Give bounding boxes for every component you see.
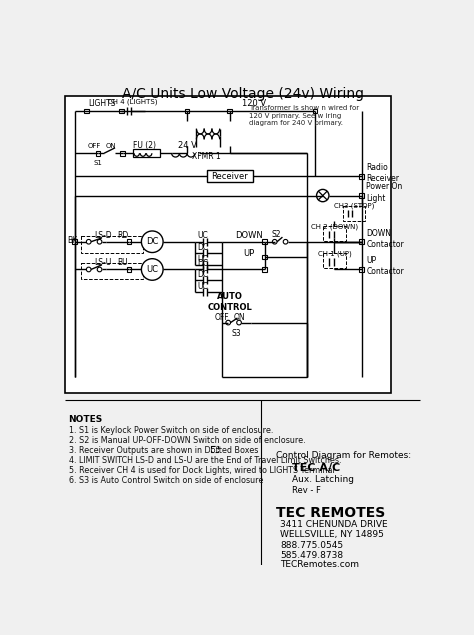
Text: LS-D: LS-D bbox=[94, 231, 112, 240]
Circle shape bbox=[273, 239, 277, 244]
Bar bbox=[73, 239, 77, 244]
Text: Control Diagram for Remotes:: Control Diagram for Remotes: bbox=[276, 451, 411, 460]
Text: BU: BU bbox=[118, 258, 128, 267]
Circle shape bbox=[97, 267, 102, 272]
Bar bbox=[211, 446, 218, 452]
Text: 4. LIMIT SWITCH LS-D and LS-U are the End of Travel Limit Switches.: 4. LIMIT SWITCH LS-D and LS-U are the En… bbox=[69, 456, 341, 465]
Text: OFF: OFF bbox=[214, 312, 229, 322]
Text: NOTES: NOTES bbox=[69, 415, 103, 424]
Bar bbox=[81, 262, 143, 279]
Circle shape bbox=[237, 320, 241, 325]
Bar bbox=[343, 206, 365, 221]
Text: Receiver: Receiver bbox=[211, 172, 248, 181]
Text: 585.479.8738: 585.479.8738 bbox=[280, 551, 343, 559]
Text: DC: DC bbox=[197, 259, 209, 268]
Circle shape bbox=[97, 239, 102, 244]
Text: LS-U: LS-U bbox=[94, 258, 111, 267]
Text: CH 1 (UP): CH 1 (UP) bbox=[318, 250, 351, 257]
Circle shape bbox=[141, 231, 163, 253]
Text: UC: UC bbox=[197, 282, 208, 291]
Text: 3. Receiver Outputs are shown in Dotted Boxes: 3. Receiver Outputs are shown in Dotted … bbox=[69, 446, 258, 455]
Bar bbox=[323, 253, 346, 268]
Text: ON: ON bbox=[106, 144, 117, 149]
Text: LIGHTS: LIGHTS bbox=[89, 100, 116, 109]
Text: 888.775.0545: 888.775.0545 bbox=[280, 541, 343, 551]
Text: TECRemotes.com: TECRemotes.com bbox=[280, 560, 359, 569]
Text: AUTO
CONTROL: AUTO CONTROL bbox=[207, 291, 252, 312]
Text: A/C Units Low Voltage (24v) Wiring: A/C Units Low Voltage (24v) Wiring bbox=[122, 87, 364, 101]
Text: BK: BK bbox=[67, 236, 77, 244]
Bar bbox=[119, 109, 124, 113]
Bar bbox=[84, 109, 89, 113]
Bar bbox=[323, 225, 346, 241]
Text: 2. S2 is Manual UP-OFF-DOWN Switch on side of enclosure.: 2. S2 is Manual UP-OFF-DOWN Switch on si… bbox=[69, 436, 305, 444]
Bar bbox=[81, 236, 143, 253]
Text: 6. S3 is Auto Control Switch on side of enclosure: 6. S3 is Auto Control Switch on side of … bbox=[69, 476, 263, 485]
Bar bbox=[262, 255, 267, 260]
Bar bbox=[262, 239, 267, 244]
Bar bbox=[313, 109, 317, 113]
Text: UP: UP bbox=[244, 249, 255, 258]
Text: RD: RD bbox=[118, 231, 128, 240]
Text: 24 V: 24 V bbox=[178, 141, 197, 150]
Text: DOWN: DOWN bbox=[235, 231, 263, 240]
Text: FU (2): FU (2) bbox=[133, 141, 156, 150]
Bar bbox=[120, 151, 125, 156]
Text: OFF: OFF bbox=[87, 144, 101, 149]
Text: Transformer is show n wired for
120 V primary. See w iring
diagram for 240 V pri: Transformer is show n wired for 120 V pr… bbox=[249, 105, 359, 126]
Text: UC: UC bbox=[146, 265, 158, 274]
Bar bbox=[228, 109, 232, 113]
Text: 3411 CHENUNDA DRIVE: 3411 CHENUNDA DRIVE bbox=[280, 519, 388, 529]
Bar bbox=[359, 267, 364, 272]
Text: WELLSVILLE, NY 14895: WELLSVILLE, NY 14895 bbox=[280, 530, 384, 540]
Bar bbox=[133, 149, 160, 157]
Text: ON: ON bbox=[234, 312, 245, 322]
Text: Radio
Receiver: Radio Receiver bbox=[366, 163, 399, 184]
Text: UC: UC bbox=[197, 231, 208, 240]
Text: DC: DC bbox=[197, 243, 209, 252]
Bar bbox=[359, 174, 364, 178]
Text: 120 V: 120 V bbox=[242, 100, 266, 109]
Text: 5. Receiver CH 4 is used for Dock Lights, wired to LIGHTS Terminal: 5. Receiver CH 4 is used for Dock Lights… bbox=[69, 466, 334, 475]
Circle shape bbox=[226, 320, 230, 325]
Bar bbox=[207, 170, 253, 182]
Text: S2: S2 bbox=[272, 229, 281, 239]
Circle shape bbox=[86, 239, 91, 244]
Circle shape bbox=[86, 267, 91, 272]
Bar bbox=[262, 267, 267, 272]
Bar bbox=[185, 109, 190, 113]
Circle shape bbox=[283, 239, 288, 244]
Bar bbox=[359, 239, 364, 244]
Circle shape bbox=[317, 189, 329, 202]
Text: Rev - F: Rev - F bbox=[292, 486, 320, 495]
Text: TEC REMOTES: TEC REMOTES bbox=[276, 506, 385, 520]
Bar bbox=[127, 239, 131, 244]
Bar bbox=[65, 97, 391, 392]
Circle shape bbox=[141, 258, 163, 280]
Text: DC: DC bbox=[146, 237, 158, 246]
Text: TEC A/C: TEC A/C bbox=[292, 463, 340, 472]
Text: DC: DC bbox=[197, 271, 209, 279]
Text: UP
Contactor: UP Contactor bbox=[366, 257, 404, 276]
Text: CH 2 (DOWN): CH 2 (DOWN) bbox=[311, 223, 358, 230]
Text: XFMR 1: XFMR 1 bbox=[192, 152, 221, 161]
Bar bbox=[96, 151, 100, 156]
Text: S1: S1 bbox=[93, 160, 102, 166]
Text: 1. S1 is Keylock Power Switch on side of enclosure.: 1. S1 is Keylock Power Switch on side of… bbox=[69, 426, 273, 435]
Text: Power On
Light: Power On Light bbox=[366, 182, 402, 203]
Bar bbox=[127, 267, 131, 272]
Text: CH 4 (LIGHTS): CH 4 (LIGHTS) bbox=[108, 98, 158, 105]
Text: S3: S3 bbox=[231, 329, 241, 338]
Text: DOWN
Contactor: DOWN Contactor bbox=[366, 229, 404, 249]
Text: Aux. Latching: Aux. Latching bbox=[292, 475, 354, 484]
Text: CH3 (STOP): CH3 (STOP) bbox=[334, 203, 374, 209]
Text: UC: UC bbox=[197, 255, 208, 264]
Bar bbox=[359, 193, 364, 198]
